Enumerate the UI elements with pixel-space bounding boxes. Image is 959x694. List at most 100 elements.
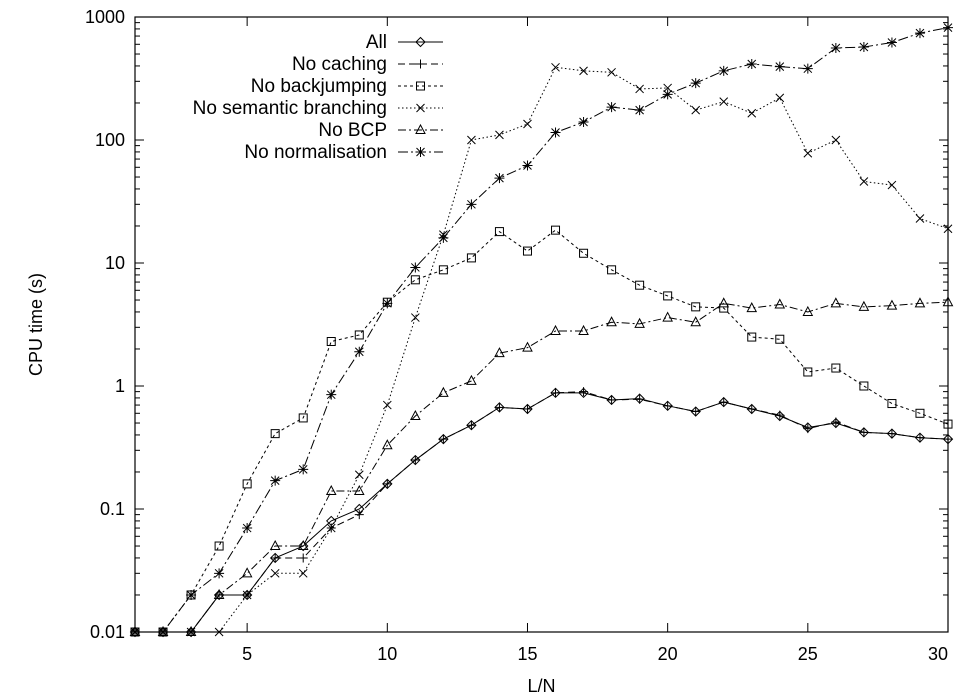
data-point	[747, 405, 756, 414]
y-tick-label: 0.1	[100, 499, 125, 519]
data-point	[663, 401, 672, 410]
data-point	[776, 94, 784, 102]
legend-label: No semantic branching	[193, 98, 387, 119]
legend-marker	[416, 147, 426, 157]
data-point	[467, 136, 475, 144]
data-point	[915, 433, 924, 442]
legend-marker	[416, 125, 425, 134]
x-tick-label: 5	[242, 644, 252, 664]
data-point	[943, 23, 953, 33]
legend-label: No caching	[292, 54, 387, 75]
x-tick-label: 20	[658, 644, 678, 664]
data-point	[522, 161, 532, 171]
data-point	[692, 106, 700, 114]
data-point	[327, 338, 335, 346]
data-point	[747, 59, 757, 69]
data-point	[410, 262, 420, 272]
data-point	[859, 302, 868, 311]
x-tick-label: 15	[517, 644, 537, 664]
data-point	[859, 428, 868, 437]
data-point	[439, 266, 447, 274]
data-point	[579, 117, 589, 127]
data-point	[411, 276, 419, 284]
data-point	[495, 403, 504, 412]
data-point	[607, 102, 617, 112]
data-point	[860, 382, 868, 390]
series-no-backjumping	[131, 226, 952, 636]
data-point	[831, 417, 840, 426]
y-tick-label: 1	[115, 376, 125, 396]
data-point	[719, 66, 729, 76]
series-line	[135, 230, 948, 632]
data-point	[438, 233, 448, 243]
legend-marker	[416, 60, 425, 69]
data-point	[158, 627, 168, 637]
data-point	[551, 388, 560, 397]
data-point	[915, 28, 925, 38]
data-point	[327, 486, 336, 495]
data-point	[523, 343, 532, 352]
data-point	[916, 215, 924, 223]
data-point	[775, 299, 784, 308]
x-tick-label: 10	[377, 644, 397, 664]
data-point	[635, 105, 645, 115]
data-point	[887, 429, 896, 438]
series-no-bcp	[131, 297, 953, 635]
data-point	[523, 247, 531, 255]
data-point	[382, 298, 392, 308]
data-point	[270, 476, 280, 486]
data-point	[467, 421, 476, 430]
data-point	[719, 298, 728, 307]
data-point	[523, 405, 532, 414]
data-point	[691, 407, 700, 416]
data-point	[832, 136, 840, 144]
data-point	[831, 298, 840, 307]
y-tick-label: 1000	[85, 7, 125, 27]
data-point	[271, 553, 280, 562]
data-point	[186, 590, 196, 600]
data-point	[663, 313, 672, 322]
legend-label: No normalisation	[244, 142, 387, 163]
data-point	[551, 326, 560, 335]
data-point	[775, 411, 784, 420]
data-point	[804, 149, 812, 157]
data-point	[354, 347, 364, 357]
data-point	[663, 89, 673, 99]
data-point	[242, 523, 252, 533]
data-point	[271, 541, 280, 550]
data-point	[411, 411, 420, 420]
data-point	[271, 430, 279, 438]
series-all	[131, 388, 953, 636]
data-point	[298, 464, 308, 474]
data-point	[214, 568, 224, 578]
data-point	[915, 298, 924, 307]
data-point	[466, 199, 476, 209]
data-point	[720, 98, 728, 106]
data-point	[636, 85, 644, 93]
x-axis-title: L/N	[527, 676, 555, 694]
data-point	[215, 542, 223, 550]
data-point	[607, 317, 616, 326]
data-point	[831, 43, 841, 53]
data-point	[635, 395, 644, 404]
legend-label: No BCP	[318, 120, 387, 141]
data-point	[355, 471, 363, 479]
data-point	[326, 390, 336, 400]
data-point	[944, 435, 953, 444]
data-point	[299, 569, 307, 577]
y-tick-label: 0.01	[90, 622, 125, 642]
data-point	[439, 435, 448, 444]
data-point	[888, 181, 896, 189]
data-point	[691, 78, 701, 88]
data-point	[580, 67, 588, 75]
x-tick-label: 30	[928, 644, 948, 664]
data-point	[523, 120, 531, 128]
data-point	[803, 64, 813, 74]
data-point	[887, 38, 897, 48]
data-point	[130, 627, 140, 637]
data-point	[495, 131, 503, 139]
data-point	[494, 173, 504, 183]
data-point	[748, 109, 756, 117]
